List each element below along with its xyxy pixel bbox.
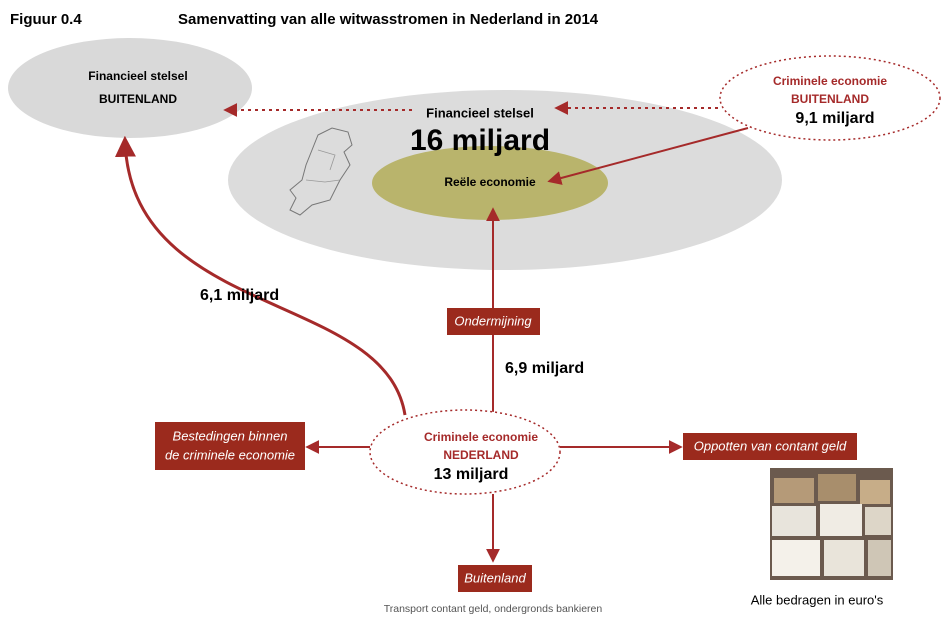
financial-abroad-ellipse bbox=[8, 38, 252, 138]
financial-system-amount: 16 miljard bbox=[410, 124, 550, 157]
criminal-nl-amount: 13 miljard bbox=[434, 466, 509, 483]
criminal-abroad-line2: BUITENLAND bbox=[791, 92, 869, 106]
financial-abroad-line1: Financieel stelsel bbox=[88, 69, 187, 83]
flow-label: 6,1 miljard bbox=[200, 287, 279, 304]
abroad-caption: Transport contant geld, ondergronds bank… bbox=[384, 603, 603, 615]
criminal-abroad-amount: 9,1 miljard bbox=[795, 110, 874, 127]
figure-number: Figuur 0.4 bbox=[10, 11, 82, 28]
real-economy-label: Reële economie bbox=[444, 175, 536, 189]
diagram: Figuur 0.4 Samenvatting van alle witwass… bbox=[0, 0, 942, 618]
footnote: Alle bedragen in euro's bbox=[751, 592, 884, 607]
criminal-abroad-line1: Criminele economie bbox=[773, 74, 887, 88]
photo-boxes bbox=[770, 468, 893, 580]
flow-label: 6,9 miljard bbox=[505, 360, 584, 377]
spending-line2: de criminele economie bbox=[165, 447, 295, 462]
spending-line1: Bestedingen binnen bbox=[173, 428, 288, 443]
criminal-nl-line2: NEDERLAND bbox=[443, 448, 519, 462]
criminal-nl-line1: Criminele economie bbox=[424, 430, 538, 444]
title: Samenvatting van alle witwasstromen in N… bbox=[178, 11, 599, 28]
financial-abroad-line2: BUITENLAND bbox=[99, 92, 177, 106]
financial-system-label: Financieel stelsel bbox=[426, 105, 534, 120]
undermining-label: Ondermijning bbox=[454, 313, 532, 328]
abroad-label: Buitenland bbox=[464, 570, 526, 585]
hoarding-label: Oppotten van contant geld bbox=[694, 438, 847, 453]
